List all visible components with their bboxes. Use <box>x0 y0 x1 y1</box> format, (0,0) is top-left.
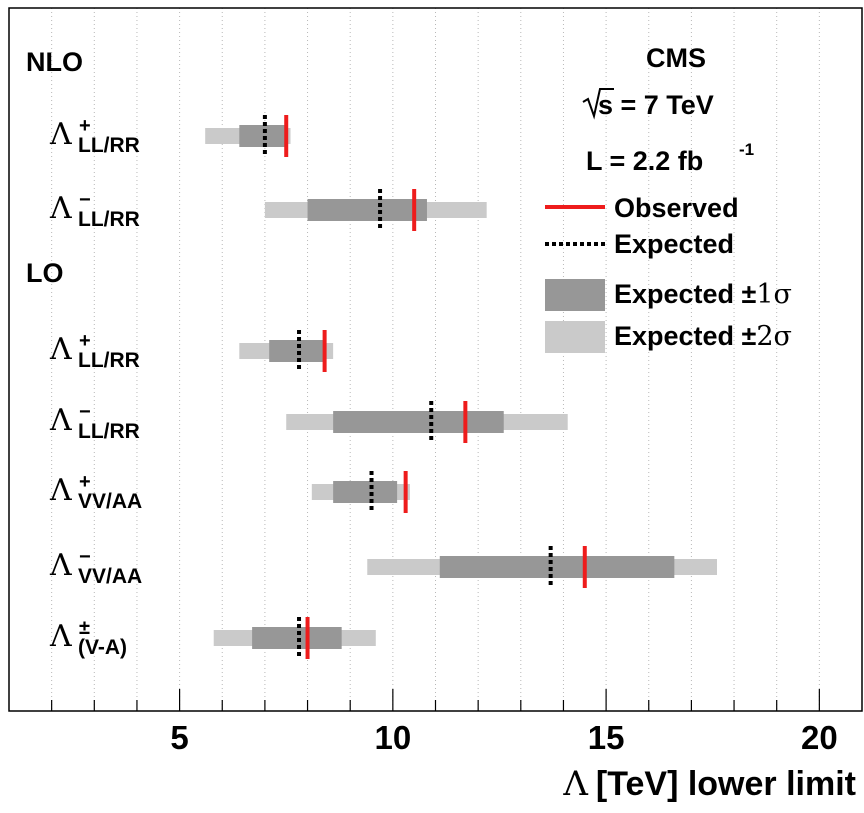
lumi-label: L = 2.2 fb -1 <box>586 140 754 176</box>
row-label: Λ +VV/AA <box>49 471 142 513</box>
x-tick-label: 20 <box>801 719 838 756</box>
lumi-exponent: -1 <box>739 140 754 159</box>
band-1sigma <box>333 481 398 503</box>
legend-band1-sym: 1σ <box>756 279 792 310</box>
row-label: Λ −VV/AA <box>49 546 142 588</box>
experiment-label: CMS <box>646 43 706 73</box>
legend-band2-swatch <box>545 321 605 353</box>
row-symbol: Λ <box>49 548 72 583</box>
x-tick-label: 5 <box>170 719 188 756</box>
x-tick-label: 10 <box>374 719 411 756</box>
row-label: Λ −LL/RR <box>49 401 140 443</box>
row-superscript: ± <box>79 617 90 639</box>
group-label-nlo: NLO <box>26 47 83 77</box>
row-symbol: Λ <box>49 191 72 226</box>
row-label: Λ +LL/RR <box>49 330 140 372</box>
row-subscript: LL/RR <box>78 420 140 443</box>
band-1sigma <box>252 627 342 649</box>
legend-band2-label: Expected ±2σ <box>614 321 792 352</box>
band-1sigma <box>333 411 504 433</box>
row-symbol: Λ <box>49 619 72 654</box>
row-symbol: Λ <box>49 473 72 508</box>
legend-band1-label: Expected ±1σ <box>614 279 792 310</box>
group-label-lo: LO <box>26 258 64 288</box>
row-subscript: LL/RR <box>78 349 140 372</box>
lumi-text: L = 2.2 fb <box>586 146 703 176</box>
row-superscript: + <box>79 115 91 137</box>
row-symbol: Λ <box>49 117 72 152</box>
legend-band2-prefix: Expected ± <box>614 321 757 351</box>
row-superscript: − <box>79 401 91 423</box>
band-1sigma <box>439 556 675 578</box>
band-1sigma <box>307 199 427 221</box>
row-subscript: (V-A) <box>78 636 127 659</box>
row-subscript: VV/AA <box>78 490 142 513</box>
row-superscript: + <box>79 471 91 493</box>
row-label: Λ +LL/RR <box>49 115 140 157</box>
row-superscript: + <box>79 330 91 352</box>
energy-text: s = 7 TeV <box>598 90 714 120</box>
row-symbol: Λ <box>49 332 72 367</box>
band-1sigma <box>269 340 325 362</box>
row-subscript: LL/RR <box>78 208 140 231</box>
row-label: Λ −LL/RR <box>49 189 140 231</box>
legend-band2-sym: 2σ <box>756 321 792 352</box>
x-axis-symbol: Λ <box>562 764 588 804</box>
limit-bands <box>205 115 717 659</box>
legend-expected-label: Expected <box>614 229 734 259</box>
legend-observed-label: Observed <box>614 193 739 223</box>
row-subscript: LL/RR <box>78 134 140 157</box>
row-superscript: − <box>79 546 91 568</box>
row-symbol: Λ <box>49 403 72 438</box>
row-label: Λ ±(V-A) <box>49 617 127 659</box>
row-superscript: − <box>79 189 91 211</box>
energy-label: s = 7 TeV <box>582 88 714 120</box>
legend: Observed Expected Expected ±1σ Expected … <box>545 193 792 353</box>
row-labels: Λ +LL/RRΛ −LL/RRΛ +LL/RRΛ −LL/RRΛ +VV/AAΛ −VV/… <box>49 115 142 659</box>
row-subscript: VV/AA <box>78 565 142 588</box>
axis-ticks: 5 10 15 20 <box>51 689 838 756</box>
sqrt-icon <box>582 88 614 120</box>
x-tick-label: 15 <box>588 719 625 756</box>
legend-band1-prefix: Expected ± <box>614 279 757 309</box>
x-axis-label: [TeV] lower limit <box>596 765 856 803</box>
legend-band1-swatch <box>545 279 605 311</box>
x-axis-title: Λ [TeV] lower limit <box>562 764 856 804</box>
band-1sigma <box>239 125 287 147</box>
